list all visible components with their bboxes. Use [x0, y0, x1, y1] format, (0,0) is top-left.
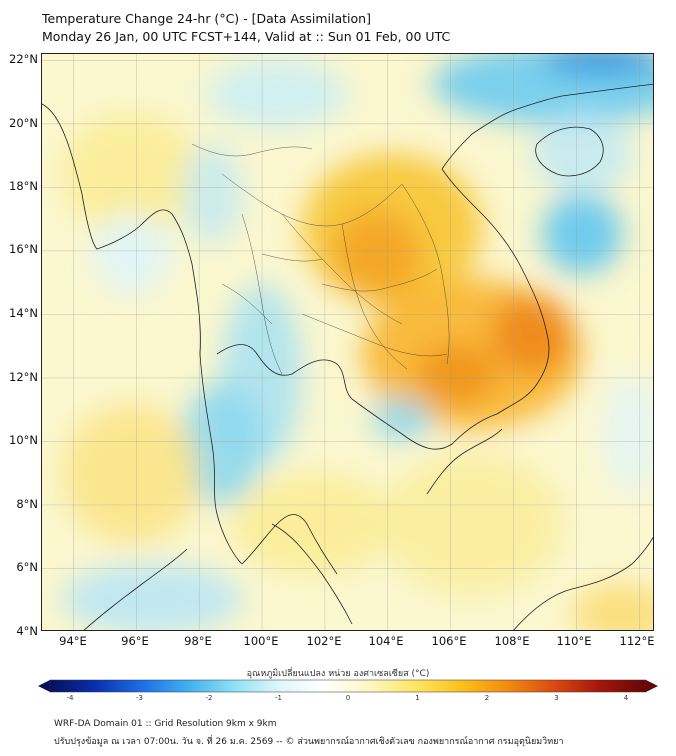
colorbar-tick-label: -4: [66, 694, 74, 702]
colorbar-tick-label: -3: [136, 694, 143, 702]
lat-label-18n: 18°N: [9, 179, 38, 193]
lat-label-6n: 6°N: [16, 560, 38, 574]
colorbar-tick-label: 0: [345, 694, 351, 702]
lon-label-96e: 96°E: [121, 634, 149, 648]
colorbar-tick-label: 4: [623, 694, 629, 702]
lon-label-98e: 98°E: [184, 634, 212, 648]
province-boundaries: [191, 143, 450, 375]
lat-label-4n: 4°N: [16, 624, 38, 638]
lat-label-20n: 20°N: [9, 116, 38, 130]
map-title: Temperature Change 24-hr (°C) - [Data As…: [42, 11, 371, 26]
lon-label-94e: 94°E: [59, 634, 87, 648]
map-subtitle: Monday 26 Jan, 00 UTC FCST+144, Valid at…: [42, 29, 451, 44]
colorbar: [38, 679, 658, 693]
colorbar-tick-label: 2: [484, 694, 490, 702]
colorbar-title: อุณหภูมิเปลี่ยนแปลง หน่วย องศาเซลเซียส (…: [246, 669, 430, 679]
colorbar-tick-label: -2: [205, 694, 213, 702]
colorbar-min-arrow: [38, 680, 50, 692]
footer-model-info: WRF-DA Domain 01 :: Grid Resolution 9km …: [54, 719, 277, 729]
footer-credits: ปรับปรุงข้อมูล ณ เวลา 07:00น. วัน จ. ที่…: [54, 737, 564, 747]
colorbar-tick-label: 1: [415, 694, 420, 702]
lon-label-104e: 104°E: [368, 634, 404, 648]
lat-label-12n: 12°N: [9, 370, 38, 384]
map-panel[interactable]: [41, 53, 654, 631]
temperature-change-map: [42, 54, 653, 630]
lon-label-108e: 108°E: [494, 634, 530, 648]
colorbar-tick-label: -1: [275, 694, 282, 702]
colorbar-max-arrow: [646, 680, 658, 692]
lat-label-8n: 8°N: [16, 497, 38, 511]
lat-label-10n: 10°N: [9, 433, 38, 447]
colorbar-tick-label: 3: [554, 694, 559, 702]
lon-label-100e: 100°E: [243, 634, 279, 648]
lon-label-102e: 102°E: [306, 634, 342, 648]
lat-label-16n: 16°N: [9, 242, 38, 256]
coastlines: [42, 83, 653, 630]
colorbar-gradient: [49, 679, 647, 693]
lat-label-22n: 22°N: [9, 52, 38, 66]
lon-label-112e: 112°E: [619, 634, 655, 648]
lon-label-106e: 106°E: [431, 634, 467, 648]
lon-label-110e: 110°E: [556, 634, 592, 648]
lat-label-14n: 14°N: [9, 306, 38, 320]
graticule: [42, 54, 653, 630]
anomaly-field: [62, 54, 653, 630]
